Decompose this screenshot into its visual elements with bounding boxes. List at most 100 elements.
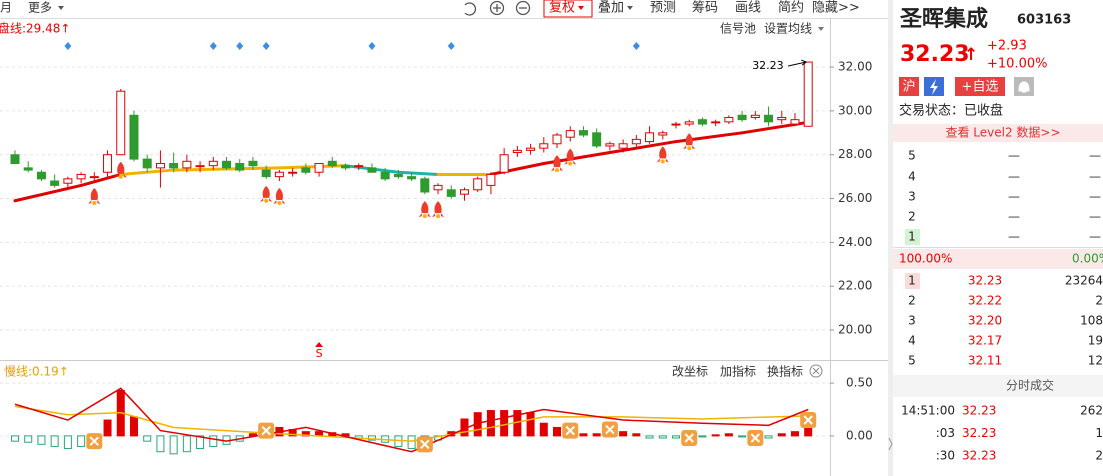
level: 2 xyxy=(908,210,916,224)
candle-body xyxy=(631,138,641,145)
candle-body xyxy=(155,162,165,169)
candle-body xyxy=(103,154,113,173)
rocket-flame xyxy=(277,201,282,206)
candle-body xyxy=(222,160,232,169)
candle-body xyxy=(764,114,774,123)
watch-button[interactable] xyxy=(955,77,1005,96)
x-marker-cross xyxy=(803,415,813,425)
level-volume: — xyxy=(1089,230,1101,244)
x-marker-cross xyxy=(565,425,575,436)
x-marker-cross xyxy=(420,439,430,450)
close-x xyxy=(812,367,820,375)
candle-body xyxy=(50,180,60,186)
candle-body xyxy=(367,167,377,173)
close-icon[interactable] xyxy=(809,364,823,378)
y-tick-label: 24.00 xyxy=(838,235,872,249)
candle-body xyxy=(578,130,588,136)
toolbar-item[interactable]: 月 xyxy=(0,1,12,15)
level: 2 xyxy=(908,294,916,308)
rocket-icon xyxy=(432,201,445,218)
signal-marker xyxy=(262,42,270,50)
splitter[interactable] xyxy=(888,0,893,476)
histogram-bar xyxy=(619,431,628,437)
histogram-bar xyxy=(37,435,46,445)
undo-icon[interactable] xyxy=(464,2,477,16)
level2-bar[interactable] xyxy=(893,124,1103,142)
rocket-flame xyxy=(687,146,692,151)
candle-body xyxy=(711,121,721,124)
trade-price: 32.23 xyxy=(962,426,996,440)
trend-line xyxy=(608,140,678,155)
market-tag-text: 沪 xyxy=(902,79,915,95)
y-tick-label: 0.00 xyxy=(846,428,873,442)
candle-body xyxy=(314,162,324,173)
level2-link[interactable]: 查看 Level2 数据>> xyxy=(945,125,1060,140)
histogram-bar xyxy=(698,435,707,438)
link[interactable]: 设置均线 xyxy=(764,22,812,36)
ratio-bar xyxy=(893,249,1103,269)
toolbar-button[interactable]: 叠加 xyxy=(598,1,624,16)
level-volume: 2 xyxy=(1095,294,1103,308)
candle-body xyxy=(407,176,417,180)
y-tick-label: 20.00 xyxy=(838,323,872,337)
ratio-buy: 100.00% xyxy=(899,252,952,266)
candle-body xyxy=(605,143,615,147)
level-price: — xyxy=(1008,149,1020,163)
toolbar-button[interactable]: 简约 xyxy=(778,0,804,16)
histogram-bar xyxy=(486,410,495,437)
level-volume: 23264 xyxy=(1065,274,1103,288)
level: 5 xyxy=(908,354,916,368)
candle-body xyxy=(618,143,628,149)
candle-body xyxy=(446,189,456,197)
dropdown-arrow xyxy=(578,6,584,10)
rocket-flame xyxy=(436,214,441,219)
histogram-bar xyxy=(77,435,86,447)
level: 4 xyxy=(908,334,916,348)
candle-body xyxy=(499,154,509,173)
candle-body xyxy=(592,132,602,147)
trades-header xyxy=(893,375,1103,397)
histogram-bar xyxy=(63,435,72,450)
toolbar-button[interactable]: 隐藏>> xyxy=(812,1,860,16)
histogram-bar xyxy=(632,433,641,437)
histogram-bar xyxy=(724,433,733,437)
candle-body xyxy=(235,162,245,171)
toolbar-button[interactable]: 复权 xyxy=(549,0,575,16)
histogram-bar xyxy=(169,435,178,455)
candle-body xyxy=(142,158,152,169)
zoom-out-icon[interactable] xyxy=(515,0,531,16)
toolbar-button[interactable]: 筹码 xyxy=(692,0,718,16)
rocket-icon xyxy=(551,155,564,172)
toolbar-button[interactable]: 预测 xyxy=(650,1,676,16)
link[interactable]: 加指标 xyxy=(720,364,756,379)
rocket-flame xyxy=(264,198,269,203)
level-price: 32.20 xyxy=(968,314,1002,328)
dropdown-arrow xyxy=(818,27,824,31)
rocket-icon xyxy=(114,161,127,178)
dropdown-arrow xyxy=(58,6,64,10)
y-tick-label: 30.00 xyxy=(838,103,872,117)
x-marker-cross xyxy=(261,425,271,436)
histogram-bar xyxy=(553,426,562,437)
zoom-in-icon[interactable] xyxy=(489,0,505,16)
toolbar-item[interactable]: 更多 xyxy=(28,1,52,15)
level-badge xyxy=(905,273,920,289)
histogram-bar xyxy=(777,433,786,437)
watch-text: +自选 xyxy=(962,80,999,95)
link[interactable]: 换指标 xyxy=(767,364,803,379)
link[interactable]: 信号池 xyxy=(720,22,756,36)
candle-body xyxy=(89,176,99,179)
level-volume: — xyxy=(1089,210,1101,224)
stock-name: 圣晖集成 xyxy=(900,6,988,32)
indicator-label: 操盘线:29.48↑ xyxy=(0,21,70,36)
ratio-sell: 0.00% xyxy=(1072,252,1103,266)
fuquan-box[interactable] xyxy=(543,0,593,18)
candle-body xyxy=(261,169,271,178)
toolbar-icons xyxy=(464,0,531,16)
rocket-flame xyxy=(92,201,97,206)
candle-body xyxy=(790,119,800,125)
rocket-icon xyxy=(656,146,669,163)
link[interactable]: 改坐标 xyxy=(672,365,708,379)
toolbar-button[interactable]: 画线 xyxy=(735,1,761,16)
level-price: 32.11 xyxy=(968,354,1002,368)
